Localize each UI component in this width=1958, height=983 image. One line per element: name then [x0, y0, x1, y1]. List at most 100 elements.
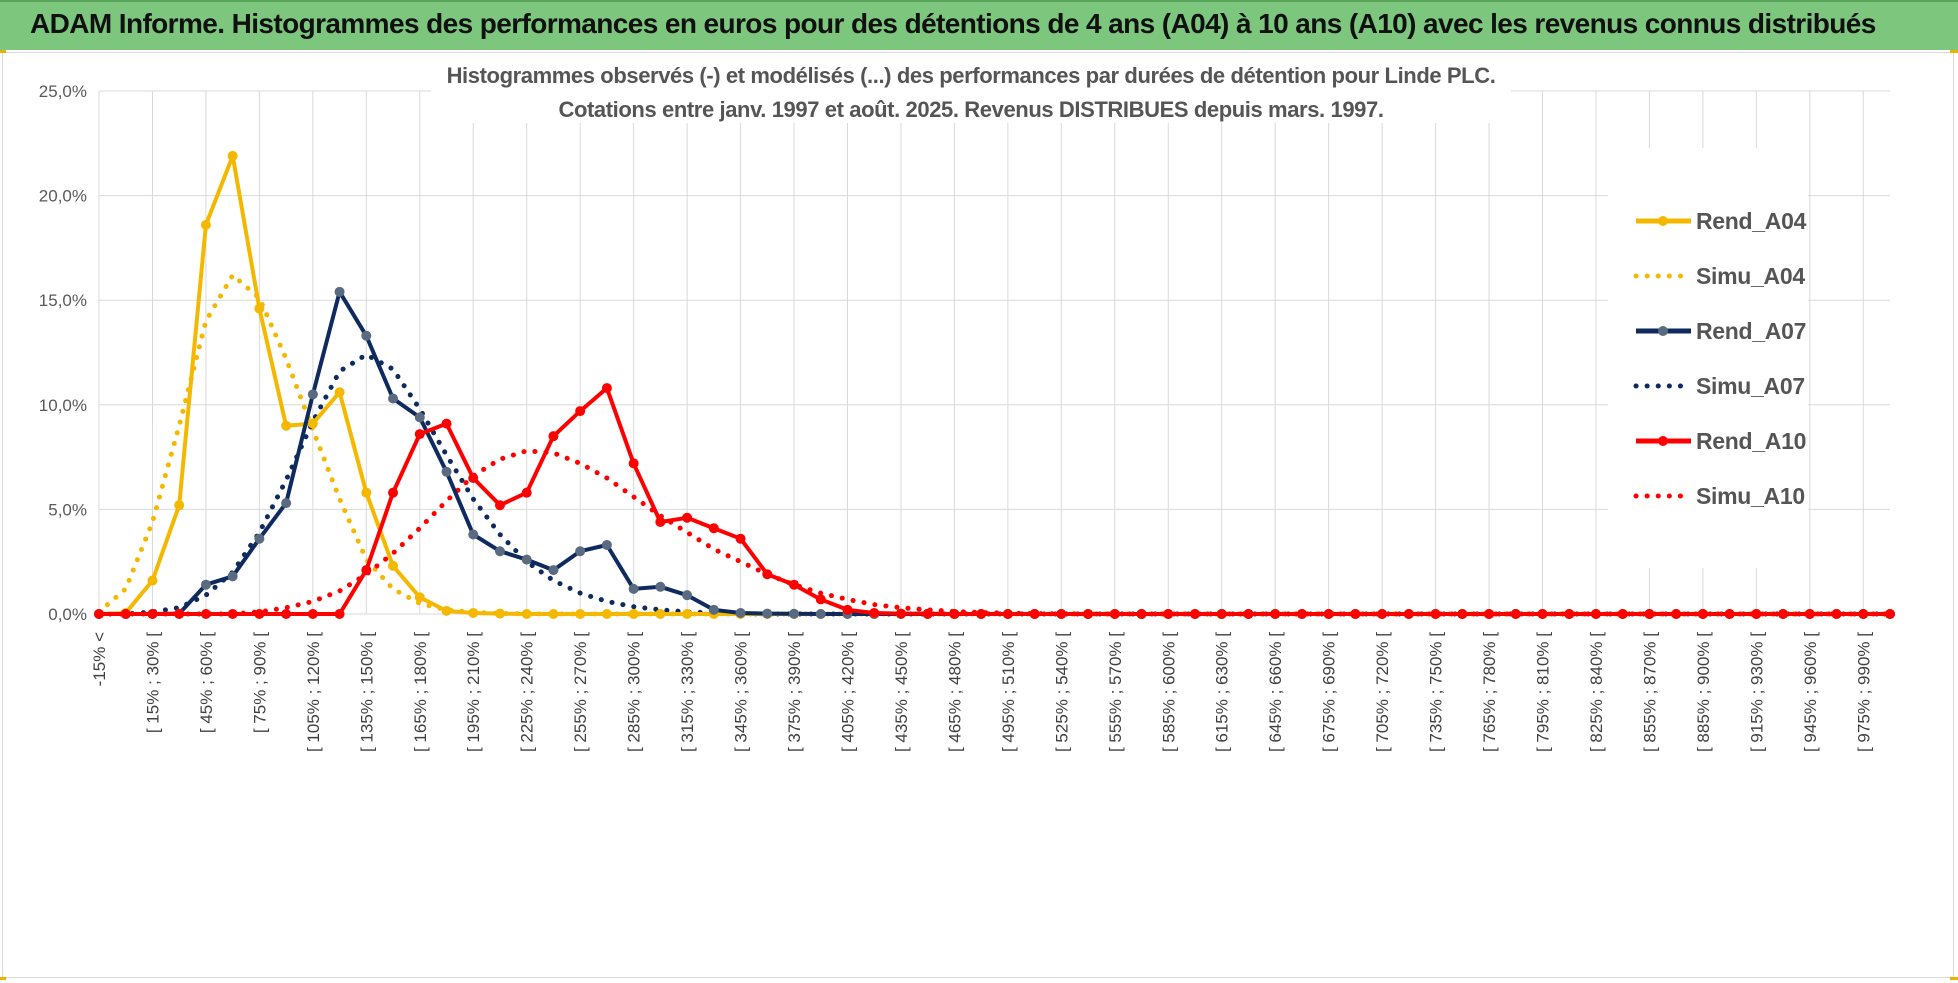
data-point-rend_a10	[628, 458, 639, 469]
data-point-rend_a10	[1697, 609, 1708, 619]
x-tick-label: [ 375% ; 390% [	[785, 632, 804, 752]
data-point-rend_a04	[468, 607, 479, 618]
corner-mark	[1950, 50, 1958, 53]
x-tick-label: [ 975% ; 990% [	[1854, 632, 1873, 752]
legend: Rend_A04 Simu_A04 Rend_A07 Simu_A07 Rend_A10…	[1608, 148, 1808, 568]
data-point-rend_a10	[1377, 609, 1388, 619]
data-point-rend_a10	[1510, 609, 1521, 619]
data-point-rend_a10	[1163, 609, 1174, 619]
data-point-rend_a10	[361, 565, 372, 576]
data-point-rend_a10	[494, 500, 505, 511]
x-tick-label: [ 855% ; 870% [	[1640, 632, 1659, 752]
data-point-rend_a10	[708, 523, 719, 534]
data-point-rend_a10	[1564, 609, 1575, 619]
data-point-rend_a10	[388, 487, 399, 498]
chart-title-background	[431, 55, 1511, 123]
legend-label-simu_a07: Simu_A07	[1696, 373, 1805, 399]
y-tick-label: 10,0%	[39, 396, 87, 415]
data-point-rend_a10	[1083, 609, 1094, 619]
legend-label-simu_a10: Simu_A10	[1696, 483, 1805, 509]
data-point-rend_a10	[922, 608, 933, 619]
data-point-rend_a04	[334, 387, 345, 398]
data-point-rend_a10	[281, 609, 292, 619]
data-point-rend_a10	[334, 609, 345, 619]
data-point-rend_a10	[1885, 609, 1895, 619]
y-tick-label: 5,0%	[48, 500, 87, 519]
data-point-rend_a04	[254, 303, 265, 314]
x-tick-label: [ 825% ; 840% [	[1587, 632, 1606, 752]
data-point-rend_a10	[1430, 609, 1441, 619]
data-point-rend_a07	[575, 546, 586, 557]
data-point-rend_a04	[521, 609, 532, 619]
x-tick-label: [ 435% ; 450% [	[892, 632, 911, 752]
data-point-rend_a10	[1270, 609, 1281, 619]
data-point-rend_a10	[949, 609, 960, 619]
data-point-rend_a07	[628, 583, 639, 594]
x-axis-ticks: -15% < [ 15% ; 30% [[ 45% ; 60% [[ 75% ; …	[90, 632, 1873, 752]
data-point-rend_a10	[1751, 609, 1762, 619]
data-point-rend_a04	[200, 219, 211, 230]
data-point-rend_a10	[682, 512, 693, 523]
legend-label-rend_a07: Rend_A07	[1696, 318, 1806, 344]
x-tick-label: [ 315% ; 330% [	[678, 632, 697, 752]
data-point-rend_a10	[521, 487, 532, 498]
chart-subtitle: Cotations entre janv. 1997 et août. 2025…	[558, 97, 1383, 122]
data-point-rend_a10	[254, 609, 265, 619]
y-tick-label: 15,0%	[39, 291, 87, 310]
data-point-rend_a10	[1243, 609, 1254, 619]
data-point-rend_a10	[200, 609, 211, 619]
legend-label-rend_a04: Rend_A04	[1696, 208, 1807, 234]
data-point-rend_a10	[1189, 609, 1200, 619]
y-axis-ticks: 0,0% 5,0% 10,0% 15,0% 20,0% 25,0%	[39, 82, 87, 624]
data-point-rend_a10	[895, 608, 906, 619]
data-point-rend_a10	[1644, 609, 1655, 619]
data-point-rend_a10	[1403, 609, 1414, 619]
data-point-rend_a07	[200, 579, 211, 590]
corner-mark	[0, 50, 6, 53]
data-point-rend_a07	[548, 565, 559, 576]
data-point-rend_a10	[94, 609, 104, 619]
data-point-rend_a04	[361, 487, 372, 498]
data-point-rend_a07	[468, 529, 479, 540]
data-point-rend_a07	[281, 498, 292, 509]
data-point-rend_a07	[735, 607, 746, 618]
data-point-rend_a10	[1778, 609, 1789, 619]
legend-label-simu_a04: Simu_A04	[1696, 263, 1805, 289]
x-tick-label: [ 405% ; 420% [	[838, 632, 857, 752]
x-tick-label: [ 225% ; 240% [	[518, 632, 537, 752]
data-point-rend_a04	[281, 420, 292, 431]
data-point-rend_a10	[147, 609, 158, 619]
corner-mark	[0, 977, 6, 980]
data-point-rend_a10	[1296, 609, 1307, 619]
data-point-rend_a10	[1671, 609, 1682, 619]
x-tick-label: [ 945% ; 960% [	[1801, 632, 1820, 752]
data-point-rend_a04	[494, 608, 505, 619]
x-tick-label: [ 885% ; 900% [	[1694, 632, 1713, 752]
x-tick-label: [ 525% ; 540% [	[1052, 632, 1071, 752]
report-banner: ADAM Informe. Histogrammes des performan…	[0, 0, 1958, 50]
x-tick-label: [ 75% ; 90% [	[250, 632, 269, 733]
data-point-rend_a10	[414, 429, 425, 440]
x-tick-label: [ 255% ; 270% [	[571, 632, 590, 752]
data-point-rend_a04	[388, 560, 399, 571]
y-tick-label: 0,0%	[48, 605, 87, 624]
data-point-rend_a10	[1109, 609, 1120, 619]
x-tick-label: [ 765% ; 780% [	[1480, 632, 1499, 752]
x-tick-label: [ 15% ; 30% [	[143, 632, 162, 733]
data-point-rend_a10	[1804, 609, 1815, 619]
corner-mark	[1950, 977, 1958, 980]
data-point-rend_a10	[1029, 609, 1040, 619]
x-tick-label: [ 345% ; 360% [	[732, 632, 751, 752]
data-point-rend_a10	[1858, 609, 1869, 619]
series-line-simu_a07	[96, 352, 1893, 617]
x-tick-label: [ 705% ; 720% [	[1373, 632, 1392, 752]
histogram-chart: 0,0% 5,0% 10,0% 15,0% 20,0% 25,0% -15% < [ 15%…	[39, 55, 1895, 752]
data-point-rend_a07	[361, 330, 372, 341]
data-point-rend_a10	[174, 609, 185, 619]
data-point-rend_a10	[1537, 609, 1548, 619]
data-point-rend_a04	[655, 609, 666, 619]
data-point-rend_a07	[815, 609, 826, 619]
data-point-rend_a10	[1350, 609, 1361, 619]
data-point-rend_a10	[789, 579, 800, 590]
x-tick-label: [ 915% ; 930% [	[1747, 632, 1766, 752]
